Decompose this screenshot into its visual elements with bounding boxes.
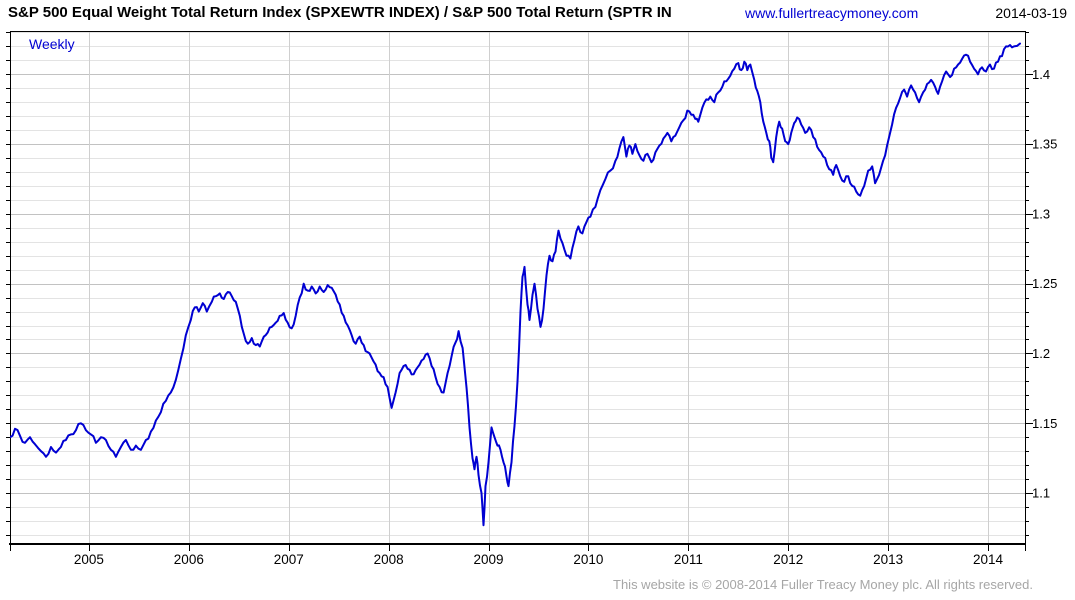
chart-title: S&P 500 Equal Weight Total Return Index …: [8, 4, 672, 21]
x-axis-label: 2008: [374, 552, 404, 567]
x-axis-label: 2010: [573, 552, 603, 567]
copyright-text: This website is © 2008-2014 Fuller Treac…: [613, 577, 1033, 592]
y-axis-label: 1.2: [1032, 346, 1050, 361]
y-axis-label: 1.15: [1032, 416, 1057, 431]
x-axis-label: 2005: [74, 552, 104, 567]
ratio-line: [10, 42, 1021, 527]
x-axis-label: 2006: [174, 552, 204, 567]
x-axis-label: 2007: [274, 552, 304, 567]
y-axis-label: 1.3: [1032, 206, 1050, 221]
x-axis-label: 2011: [674, 552, 703, 567]
y-axis-label: 1.25: [1032, 276, 1057, 291]
y-axis-label: 1.35: [1032, 137, 1057, 152]
y-axis-label: 1.1: [1032, 486, 1050, 501]
x-axis-label: 2009: [474, 552, 504, 567]
x-axis-label: 2012: [773, 552, 803, 567]
x-axis-label: 2014: [973, 552, 1004, 567]
x-axis-label: 2013: [873, 552, 903, 567]
chart-date: 2014-03-19: [995, 5, 1067, 21]
website-link[interactable]: www.fullertreacymoney.com: [745, 5, 919, 21]
frequency-label: Weekly: [29, 36, 75, 52]
y-axis-label: 1.4: [1032, 67, 1050, 82]
